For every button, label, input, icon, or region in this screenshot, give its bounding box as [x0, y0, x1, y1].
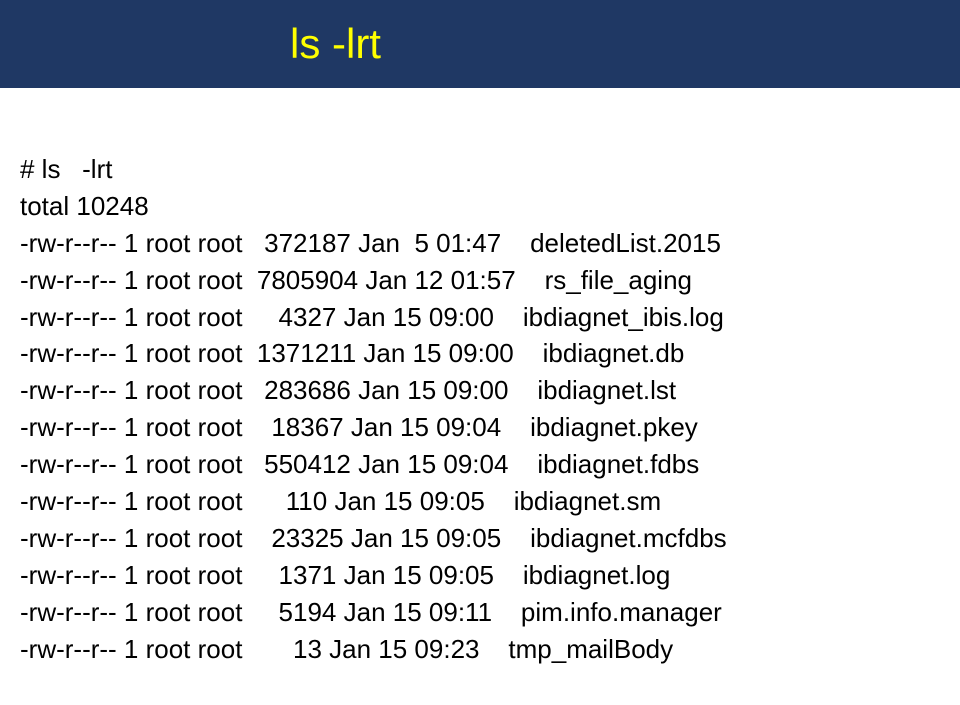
- list-item: -rw-r--r-- 1 root root 550412 Jan 15 09:…: [20, 446, 940, 483]
- list-item: -rw-r--r-- 1 root root 283686 Jan 15 09:…: [20, 372, 940, 409]
- list-item: -rw-r--r-- 1 root root 1371211 Jan 15 09…: [20, 335, 940, 372]
- list-item: -rw-r--r-- 1 root root 23325 Jan 15 09:0…: [20, 520, 940, 557]
- list-item: -rw-r--r-- 1 root root 13 Jan 15 09:23 t…: [20, 631, 940, 668]
- slide-title: ls -lrt: [290, 20, 381, 68]
- total-line: total 10248: [20, 191, 149, 221]
- list-item: -rw-r--r-- 1 root root 110 Jan 15 09:05 …: [20, 483, 940, 520]
- list-item: -rw-r--r-- 1 root root 7805904 Jan 12 01…: [20, 262, 940, 299]
- list-item: -rw-r--r-- 1 root root 1371 Jan 15 09:05…: [20, 557, 940, 594]
- list-item: -rw-r--r-- 1 root root 5194 Jan 15 09:11…: [20, 594, 940, 631]
- command-line: # ls -lrt: [20, 154, 112, 184]
- list-item: -rw-r--r-- 1 root root 372187 Jan 5 01:4…: [20, 225, 940, 262]
- listing-rows: -rw-r--r-- 1 root root 372187 Jan 5 01:4…: [20, 225, 940, 668]
- list-item: -rw-r--r-- 1 root root 4327 Jan 15 09:00…: [20, 299, 940, 336]
- terminal-output: # ls -lrt total 10248 -rw-r--r-- 1 root …: [0, 88, 960, 705]
- title-bar: ls -lrt: [0, 0, 960, 88]
- list-item: -rw-r--r-- 1 root root 18367 Jan 15 09:0…: [20, 409, 940, 446]
